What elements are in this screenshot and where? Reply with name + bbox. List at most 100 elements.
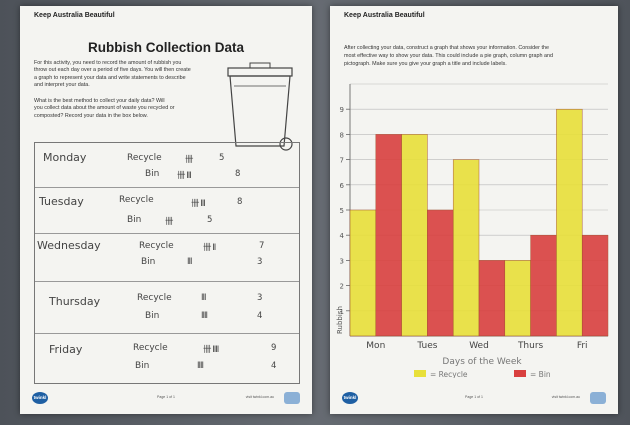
recycle-count: 8 bbox=[237, 197, 243, 207]
bar-bin bbox=[581, 234, 609, 337]
y-tick-label: 8 bbox=[340, 131, 344, 139]
bin-label: Bin bbox=[145, 311, 160, 321]
intro-line: most effective way to show your data. Th… bbox=[344, 53, 553, 59]
bin-count: 3 bbox=[257, 257, 263, 267]
bin-tally: 卌 bbox=[165, 217, 173, 227]
intro-text: For this activity, you need to record th… bbox=[34, 60, 229, 90]
intro-line: For this activity, you need to record th… bbox=[34, 60, 182, 66]
x-axis-label: Days of the Week bbox=[442, 357, 522, 367]
recycle-count: 3 bbox=[257, 293, 263, 303]
bar-recycle bbox=[349, 209, 377, 337]
bin-count: 4 bbox=[257, 311, 263, 321]
bin-tally: IIII bbox=[201, 311, 208, 321]
recycle-tally: 卌 IIII bbox=[203, 345, 219, 355]
recycle-tally: 卌 II bbox=[203, 243, 216, 253]
bar-bin bbox=[530, 234, 557, 337]
badge-icon bbox=[590, 392, 606, 404]
bin-tally: IIII bbox=[197, 361, 204, 371]
x-tick-label: Thurs bbox=[517, 341, 544, 351]
legend-label: = Recycle bbox=[430, 370, 468, 378]
bar-bin bbox=[478, 260, 506, 337]
worksheet-graph-page: Keep Australia Beautiful After collectin… bbox=[330, 6, 618, 414]
bin-tally: III bbox=[187, 257, 192, 267]
bin-label: Bin bbox=[141, 257, 156, 267]
page-title: Rubbish Collection Data bbox=[87, 40, 244, 55]
bin-label: Bin bbox=[127, 215, 142, 225]
day-label: Tuesday bbox=[39, 195, 84, 208]
page-footer: twinkl Page 1 of 1 visit twinkl.com.au bbox=[20, 390, 312, 408]
data-record-table: Monday Recycle 卌 5 Bin 卌 III 8 Tuesday R… bbox=[34, 142, 300, 384]
page-number: Page 1 of 1 bbox=[465, 395, 483, 399]
y-tick-label: 5 bbox=[340, 207, 344, 215]
recycle-label: Recycle bbox=[137, 293, 172, 303]
intro-text: After collecting your data, construct a … bbox=[344, 44, 612, 68]
bar-bin bbox=[375, 134, 402, 337]
recycle-tally: III bbox=[201, 293, 206, 303]
recycle-label: Recycle bbox=[139, 241, 174, 251]
recycle-label: Recycle bbox=[119, 195, 154, 205]
recycle-tally: 卌 III bbox=[191, 199, 206, 209]
intro-line: throw out each day over a period of five… bbox=[34, 67, 191, 74]
bar-recycle bbox=[401, 134, 428, 337]
bar-recycle bbox=[556, 108, 583, 337]
x-tick-label: Wed bbox=[469, 341, 489, 351]
brand-heading: Keep Australia Beautiful bbox=[34, 12, 115, 19]
site-url: visit twinkl.com.au bbox=[245, 395, 274, 399]
recycle-count: 9 bbox=[271, 343, 277, 353]
y-tick-label: 4 bbox=[340, 232, 345, 240]
y-tick-label: 3 bbox=[340, 257, 344, 265]
bin-label: Bin bbox=[145, 169, 160, 179]
y-tick-label: 6 bbox=[340, 182, 345, 190]
legend-swatch bbox=[414, 370, 426, 377]
question-line: What is the best method to collect your … bbox=[34, 98, 165, 104]
badge-icon bbox=[284, 392, 300, 404]
y-tick-label: 1 bbox=[340, 308, 344, 316]
x-tick-label: Fri bbox=[577, 341, 588, 351]
table-row: Wednesday Recycle 卌 II 7 Bin III 3 bbox=[35, 233, 299, 282]
question-text: What is the best method to collect your … bbox=[34, 98, 229, 120]
recycle-label: Recycle bbox=[127, 153, 162, 163]
recycle-count: 5 bbox=[219, 153, 225, 163]
bar-bin bbox=[427, 209, 454, 337]
recycle-label: Recycle bbox=[133, 343, 168, 353]
day-label: Friday bbox=[49, 343, 83, 356]
y-tick-label: 2 bbox=[340, 283, 344, 291]
x-tick-label: Mon bbox=[366, 341, 385, 351]
table-row: Friday Recycle 卌 IIII 9 Bin IIII 4 bbox=[35, 333, 299, 383]
legend-label: = Bin bbox=[530, 370, 551, 378]
table-row: Tuesday Recycle 卌 III 8 Bin 卌 5 bbox=[35, 187, 299, 234]
bin-count: 5 bbox=[207, 215, 213, 225]
bar-recycle bbox=[452, 159, 480, 337]
site-url: visit twinkl.com.au bbox=[551, 395, 580, 399]
intro-line: After collecting your data, construct a … bbox=[344, 45, 549, 51]
twinkl-logo: twinkl bbox=[32, 392, 48, 404]
twinkl-logo: twinkl bbox=[342, 392, 358, 404]
x-tick-label: Tues bbox=[416, 341, 437, 351]
intro-line: pictograph. Make sure you give your grap… bbox=[344, 61, 507, 67]
bin-tally: 卌 III bbox=[177, 171, 192, 181]
bar-recycle bbox=[504, 260, 531, 337]
legend-swatch bbox=[514, 370, 526, 377]
day-label: Wednesday bbox=[37, 239, 101, 252]
recycle-count: 7 bbox=[259, 241, 265, 251]
intro-line: and interpret your data. bbox=[34, 82, 90, 89]
intro-line: a graph to represent your data and write… bbox=[34, 74, 186, 81]
wheelie-bin-illustration bbox=[227, 62, 293, 151]
question-line: you collect data about the amount of was… bbox=[34, 105, 175, 112]
day-label: Thursday bbox=[49, 295, 101, 308]
y-tick-label: 7 bbox=[340, 157, 344, 165]
table-row: Thursday Recycle III 3 Bin IIII 4 bbox=[35, 281, 299, 334]
bin-count: 8 bbox=[235, 169, 241, 179]
table-row: Monday Recycle 卌 5 Bin 卌 III 8 bbox=[35, 143, 299, 188]
bin-count: 4 bbox=[271, 361, 277, 371]
page-number: Page 1 of 1 bbox=[157, 395, 175, 399]
rubbish-bar-chart: 1 2 3 4 5 6 7 8 9 Mon Tues Wed Thurs Fri Rubbish Days o… bbox=[336, 83, 609, 378]
day-label: Monday bbox=[43, 151, 87, 164]
brand-heading: Keep Australia Beautiful bbox=[344, 12, 425, 19]
y-axis-label: Rubbish bbox=[336, 306, 344, 334]
bin-label: Bin bbox=[135, 361, 150, 371]
worksheet-data-page: Keep Australia Beautiful Rubbish Collect… bbox=[20, 6, 312, 414]
y-tick-label: 9 bbox=[340, 106, 344, 114]
recycle-tally: 卌 bbox=[185, 155, 193, 165]
page-footer: twinkl Page 1 of 1 visit twinkl.com.au bbox=[330, 390, 618, 408]
